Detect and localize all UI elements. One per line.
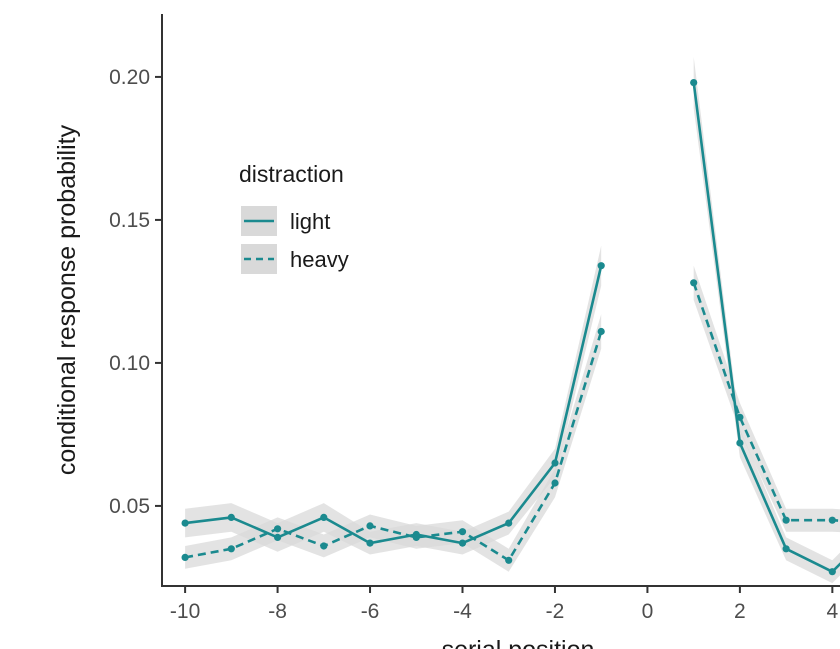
x-tick-label: -6 (361, 600, 380, 623)
point-heavy-4 (828, 516, 836, 524)
x-tick-label: -2 (546, 600, 565, 623)
point-heavy--3 (505, 556, 513, 564)
point-heavy--6 (366, 522, 374, 530)
y-ticks: 0.05 0.10 0.15 0.20 (109, 66, 162, 518)
point-heavy--9 (227, 545, 235, 553)
point-light--10 (181, 519, 189, 527)
ribbon-heavy-0 (185, 314, 602, 572)
x-tick-label: -10 (170, 600, 200, 623)
series-lines (184, 82, 840, 574)
x-tick-label: -8 (268, 600, 287, 623)
point-light--2 (551, 459, 559, 467)
point-heavy--1 (597, 327, 605, 336)
point-light-3 (782, 545, 790, 553)
series-line-light-0 (184, 265, 603, 545)
legend-title: distraction (239, 161, 344, 187)
y-axis-title: conditional response probability (53, 124, 81, 475)
x-tick-label: -4 (453, 600, 472, 623)
x-ticks: -10-8-6-4-202468 (170, 586, 839, 623)
point-heavy-1 (690, 279, 698, 287)
point-light--4 (458, 539, 467, 547)
point-light--9 (227, 513, 235, 522)
point-light--7 (320, 513, 328, 522)
y-tick-label: 0.10 (109, 352, 150, 375)
point-heavy-2 (736, 413, 744, 421)
legend: distraction light heavy (239, 161, 349, 274)
point-heavy--10 (181, 553, 189, 562)
series-line-heavy-0 (184, 331, 603, 562)
y-tick-label: 0.05 (109, 495, 150, 518)
point-light-4 (828, 568, 836, 576)
ribbon-light-0 (185, 245, 602, 555)
series-points (181, 79, 836, 576)
point-heavy--5 (412, 533, 420, 542)
point-heavy--4 (458, 528, 467, 536)
point-heavy--8 (274, 525, 282, 533)
point-heavy--7 (320, 542, 328, 550)
point-heavy--2 (551, 479, 559, 487)
point-light--3 (505, 519, 513, 527)
x-tick-label: 4 (827, 600, 839, 623)
x-tick-label: 2 (734, 600, 746, 623)
confidence-ribbons (185, 56, 840, 584)
y-tick-label: 0.20 (109, 66, 150, 89)
point-light-1 (690, 79, 698, 87)
point-light-2 (736, 439, 744, 447)
y-tick-label: 0.15 (109, 209, 150, 232)
series-line-light-1 (692, 82, 840, 574)
legend-label-light: light (290, 209, 330, 234)
x-axis-title: serial position (442, 636, 595, 649)
point-light--8 (274, 533, 282, 542)
point-light--1 (597, 262, 605, 270)
point-heavy-3 (782, 516, 790, 524)
point-light--6 (366, 539, 374, 547)
axes: 0.050.100.150.20 -10-8-6-4-202468 (109, 14, 840, 623)
legend-label-heavy: heavy (290, 247, 349, 272)
x-tick-label: 0 (642, 600, 654, 623)
